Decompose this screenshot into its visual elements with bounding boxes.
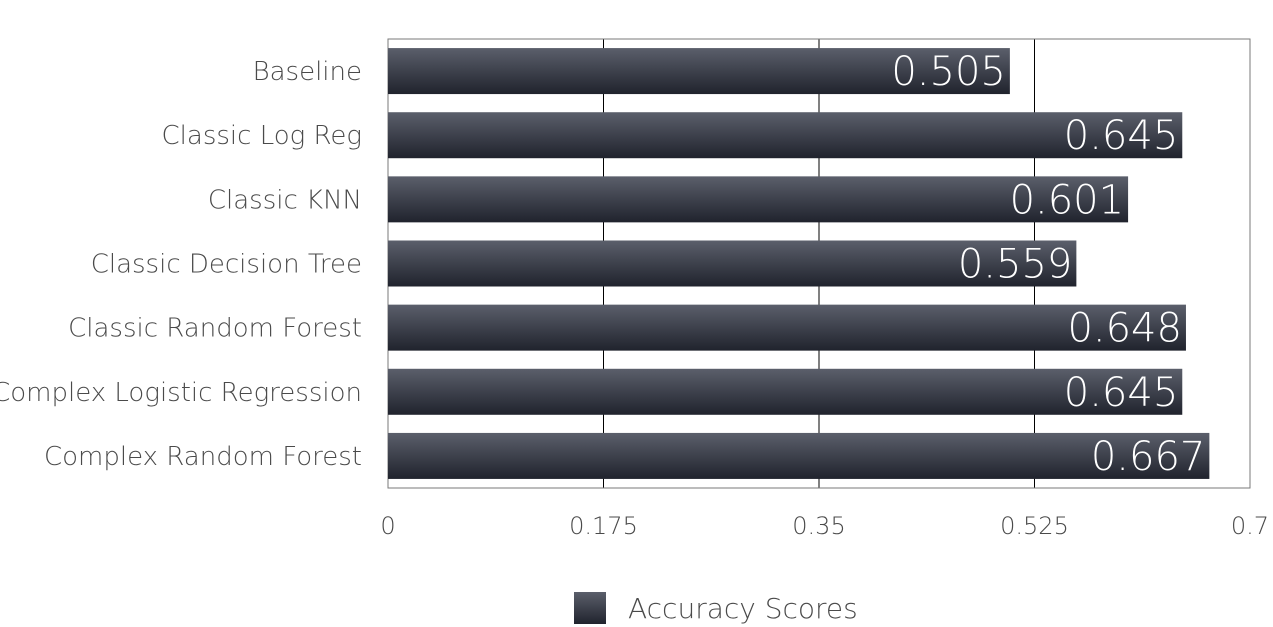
- x-tick-label: 0.175: [569, 512, 638, 540]
- category-label: Complex Logistic Regression: [0, 378, 362, 408]
- category-label: Complex Random Forest: [44, 442, 362, 472]
- bar-value-label: 0.667: [1091, 434, 1206, 480]
- legend-swatch: [574, 592, 606, 624]
- bar: [388, 432, 1210, 479]
- category-label: Classic Decision Tree: [91, 250, 362, 280]
- bar: [388, 368, 1183, 415]
- bar: [388, 176, 1129, 223]
- x-tick-label: 0.7: [1231, 512, 1269, 540]
- bar-value-label: 0.648: [1067, 306, 1182, 352]
- bar: [388, 112, 1183, 159]
- bar: [388, 304, 1186, 351]
- bar-value-label: 0.601: [1010, 177, 1125, 223]
- category-label: Classic Random Forest: [68, 314, 362, 344]
- bar-value-label: 0.505: [891, 49, 1006, 95]
- bar-value-label: 0.645: [1064, 113, 1179, 159]
- bars: 0.505 0.645 0.601 0.559 0.648 0.645 0.667: [388, 48, 1210, 480]
- category-labels: Baseline Classic Log Reg Classic KNN Classi…: [0, 57, 362, 472]
- legend: Accuracy Scores: [574, 592, 858, 625]
- x-tick-label: 0.35: [792, 512, 845, 540]
- bar-value-label: 0.559: [958, 242, 1073, 288]
- bar: [388, 48, 1010, 95]
- legend-label: Accuracy Scores: [628, 592, 858, 625]
- bar: [388, 240, 1077, 287]
- category-label: Classic KNN: [208, 185, 362, 215]
- bar-value-label: 0.645: [1064, 370, 1179, 416]
- category-label: Baseline: [253, 57, 362, 87]
- x-tick-label: 0: [380, 512, 395, 540]
- x-tick-label: 0.525: [1000, 512, 1069, 540]
- x-axis-ticks: 0 0.175 0.35 0.525 0.7: [380, 512, 1269, 540]
- category-label: Classic Log Reg: [162, 121, 362, 151]
